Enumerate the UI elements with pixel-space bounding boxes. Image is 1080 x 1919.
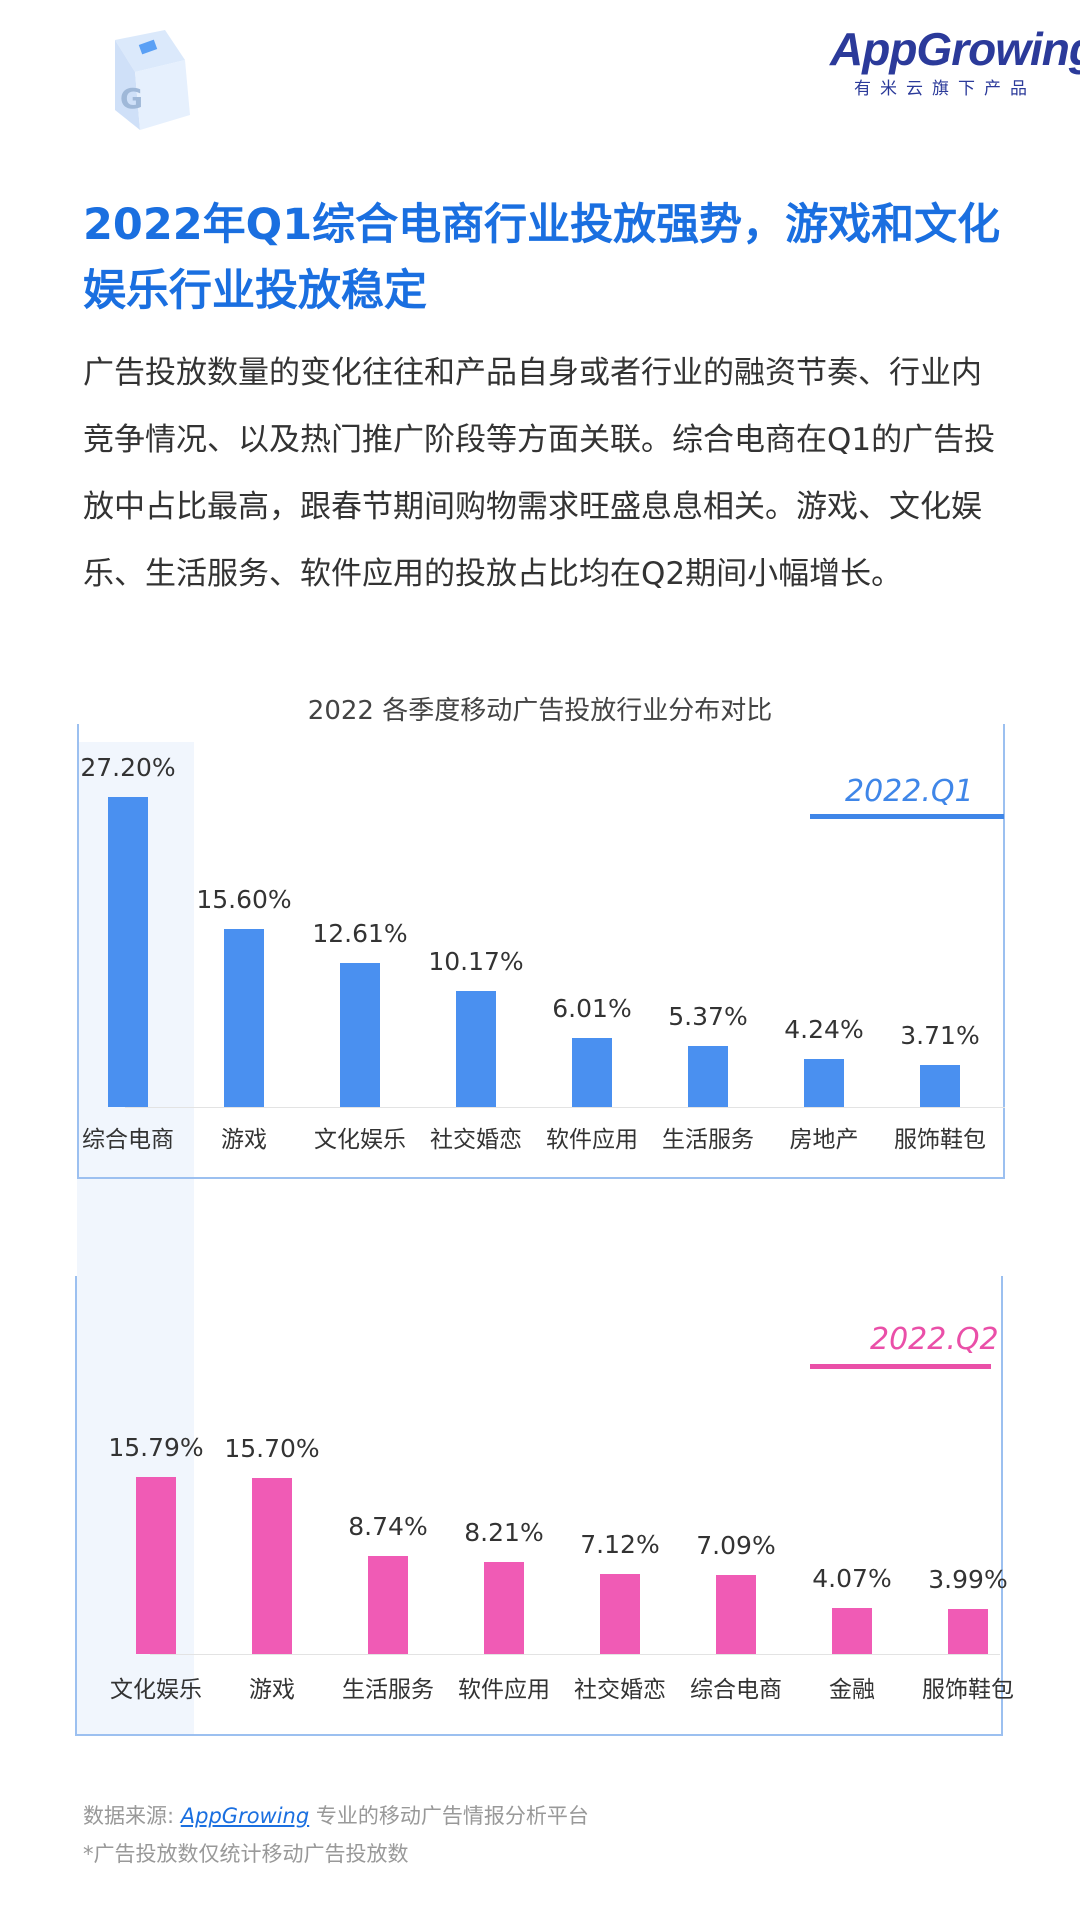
bar [832, 1608, 872, 1654]
logo-brand: AppGrowing [830, 23, 1080, 75]
legend-line [810, 1364, 991, 1369]
category-label: 游戏 [249, 1677, 295, 1703]
bar [252, 1478, 292, 1654]
source-prefix: 数据来源: [83, 1804, 181, 1828]
bar [572, 1038, 612, 1107]
category-label: 文化娱乐 [110, 1677, 202, 1703]
footnote: *广告投放数仅统计移动广告投放数 [83, 1842, 409, 1866]
x-axis-line [125, 1107, 1005, 1108]
category-label: 生活服务 [662, 1127, 754, 1153]
q2-chart-frame [75, 1276, 1003, 1736]
chart-title: 2022 各季度移动广告投放行业分布对比 [307, 696, 773, 726]
bar [716, 1574, 756, 1654]
category-label: 生活服务 [342, 1677, 434, 1703]
data-label: 27.20% [80, 752, 176, 782]
data-label: 3.99% [928, 1565, 1008, 1595]
bar [484, 1562, 524, 1654]
data-label: 12.61% [312, 919, 408, 949]
data-label: 3.71% [900, 1020, 980, 1050]
cube-decoration-icon: G [115, 30, 190, 130]
bar [948, 1609, 988, 1654]
bar [688, 1045, 728, 1107]
bar [804, 1058, 844, 1107]
svg-text:G: G [120, 82, 143, 115]
data-label: 15.70% [224, 1434, 320, 1464]
body-paragraph: 广告投放数量的变化往往和产品自身或者行业的融资节奏、行业内竞争情况、以及热门推广… [83, 355, 996, 592]
data-label: 8.21% [464, 1518, 544, 1548]
bar [600, 1574, 640, 1654]
x-axis-line [150, 1654, 1000, 1655]
data-label: 7.12% [580, 1530, 660, 1560]
bar [340, 963, 380, 1107]
source-link[interactable]: AppGrowing [180, 1804, 310, 1828]
data-label: 15.60% [196, 885, 292, 915]
category-label: 综合电商 [82, 1127, 174, 1153]
category-label: 房地产 [789, 1127, 859, 1153]
category-label: 文化娱乐 [314, 1127, 406, 1153]
category-label: 服饰鞋包 [922, 1677, 1014, 1703]
page-title: 2022年Q1综合电商行业投放强势，游戏和文化娱乐行业投放稳定 [83, 200, 1001, 316]
bar [456, 991, 496, 1107]
category-label: 金融 [829, 1677, 875, 1703]
data-label: 4.07% [812, 1564, 892, 1594]
data-source: 数据来源: AppGrowing 专业的移动广告情报分析平台 [83, 1800, 589, 1830]
data-label: 4.24% [784, 1014, 864, 1044]
category-label: 综合电商 [690, 1677, 782, 1703]
legend-line [810, 814, 1004, 819]
category-label: 软件应用 [458, 1677, 550, 1703]
bar [368, 1556, 408, 1654]
source-suffix: 专业的移动广告情报分析平台 [309, 1804, 589, 1828]
logo-subtitle: 有米云旗下产品 [854, 79, 1036, 99]
data-label: 6.01% [552, 994, 632, 1024]
category-label: 服饰鞋包 [894, 1127, 986, 1153]
category-label: 软件应用 [546, 1127, 638, 1153]
bar [224, 929, 264, 1107]
legend-label: 2022.Q2 [870, 1322, 999, 1357]
category-label: 社交婚恋 [574, 1677, 666, 1703]
data-label: 15.79% [108, 1433, 204, 1463]
category-label: 社交婚恋 [430, 1127, 522, 1153]
bar [108, 796, 148, 1107]
data-label: 10.17% [428, 947, 524, 977]
legend-label: 2022.Q1 [845, 774, 974, 809]
appgrowing-logo: AppGrowing 有米云旗下产品 [830, 22, 1080, 99]
bar [136, 1477, 176, 1654]
data-label: 8.74% [348, 1512, 428, 1542]
category-label: 游戏 [221, 1127, 267, 1153]
data-label: 5.37% [668, 1001, 748, 1031]
bar [920, 1064, 960, 1107]
q1-chart-frame [77, 724, 1005, 1179]
data-label: 7.09% [696, 1530, 776, 1560]
